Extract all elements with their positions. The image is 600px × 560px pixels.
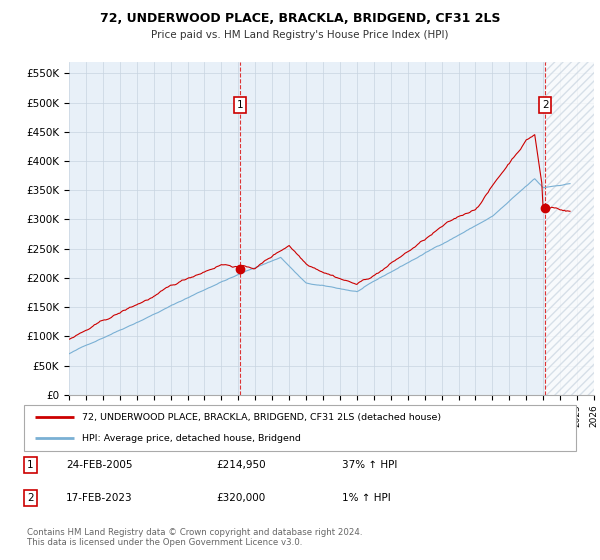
Text: £320,000: £320,000 (216, 493, 265, 503)
Text: 1: 1 (27, 460, 34, 470)
Text: 2: 2 (542, 100, 548, 110)
Text: Contains HM Land Registry data © Crown copyright and database right 2024.
This d: Contains HM Land Registry data © Crown c… (27, 528, 362, 547)
Text: 1: 1 (237, 100, 244, 110)
Text: 37% ↑ HPI: 37% ↑ HPI (342, 460, 397, 470)
Text: HPI: Average price, detached house, Bridgend: HPI: Average price, detached house, Brid… (82, 434, 301, 443)
Text: £214,950: £214,950 (216, 460, 266, 470)
Text: 17-FEB-2023: 17-FEB-2023 (66, 493, 133, 503)
Text: 2: 2 (27, 493, 34, 503)
Text: 1% ↑ HPI: 1% ↑ HPI (342, 493, 391, 503)
Text: Price paid vs. HM Land Registry's House Price Index (HPI): Price paid vs. HM Land Registry's House … (151, 30, 449, 40)
FancyBboxPatch shape (24, 405, 576, 451)
Bar (545, 62, 594, 395)
Text: 72, UNDERWOOD PLACE, BRACKLA, BRIDGEND, CF31 2LS: 72, UNDERWOOD PLACE, BRACKLA, BRIDGEND, … (100, 12, 500, 25)
Text: 72, UNDERWOOD PLACE, BRACKLA, BRIDGEND, CF31 2LS (detached house): 72, UNDERWOOD PLACE, BRACKLA, BRIDGEND, … (82, 413, 441, 422)
Text: 24-FEB-2005: 24-FEB-2005 (66, 460, 133, 470)
